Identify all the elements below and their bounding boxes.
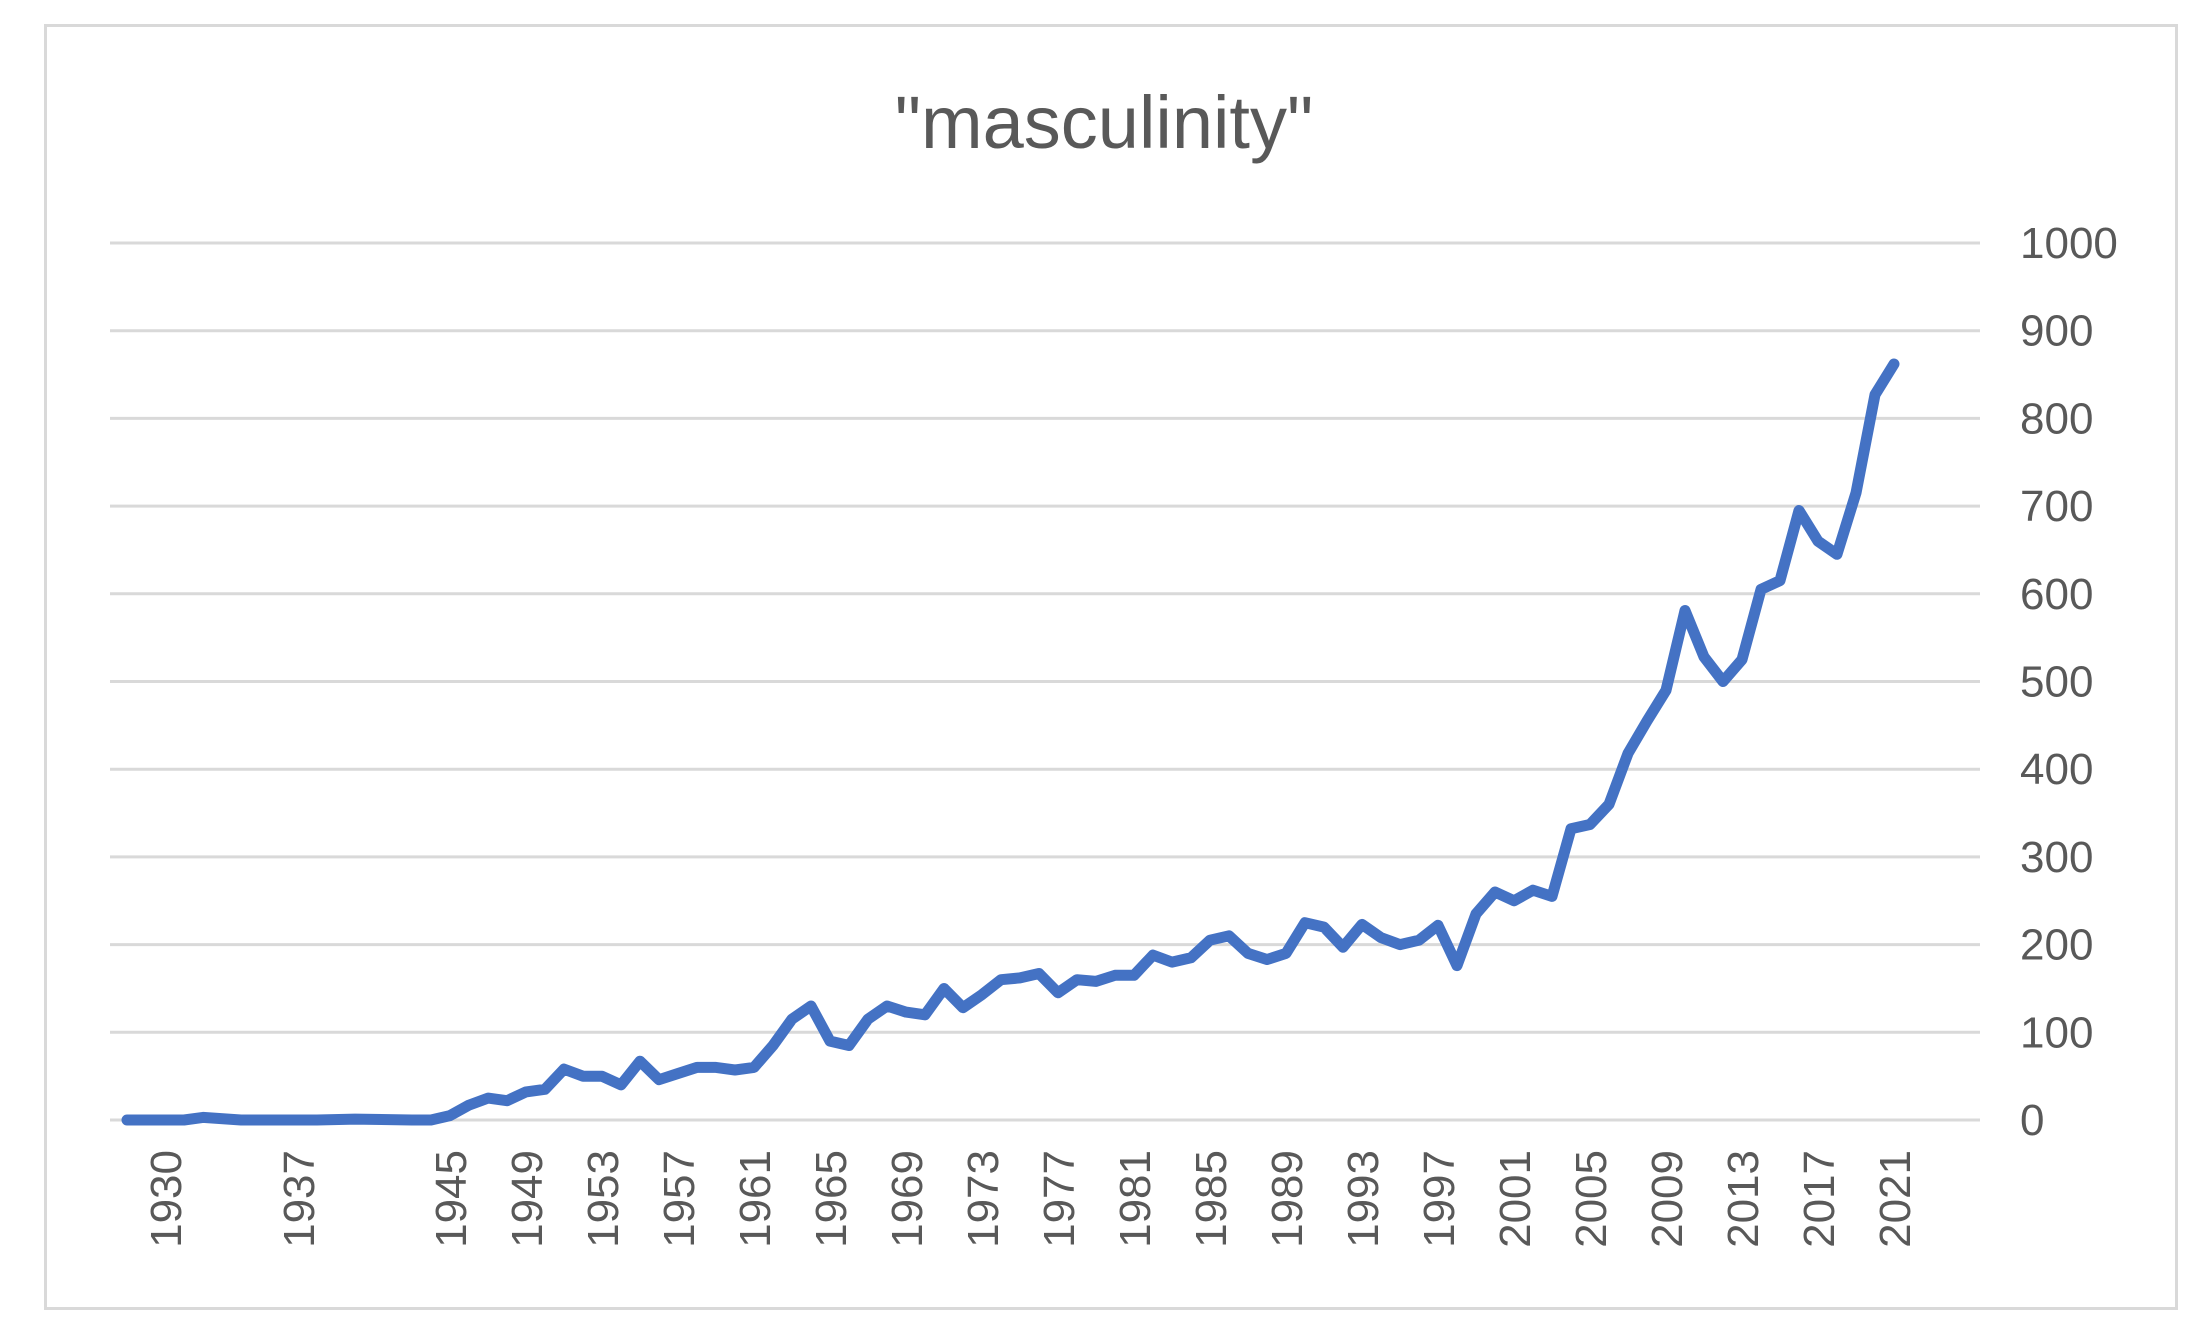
y-tick-label: 500: [2020, 658, 2093, 707]
y-tick-label: 400: [2020, 745, 2093, 794]
y-tick-label: 300: [2020, 833, 2093, 882]
x-tick-label: 1973: [959, 1150, 1008, 1248]
x-tick-label: 1969: [883, 1150, 932, 1248]
y-tick-label: 1000: [2020, 219, 2118, 268]
x-tick-label: 1937: [275, 1150, 324, 1248]
x-tick-label: 1981: [1111, 1150, 1160, 1248]
x-tick-label: 2021: [1871, 1150, 1920, 1248]
x-tick-label: 2005: [1567, 1150, 1616, 1248]
x-tick-label: 1953: [579, 1150, 628, 1248]
x-tick-label: 1965: [807, 1150, 856, 1248]
x-tick-label: 1989: [1263, 1150, 1312, 1248]
x-tick-label: 1985: [1187, 1150, 1236, 1248]
x-tick-label: 1945: [427, 1150, 476, 1248]
x-tick-label: 2017: [1795, 1150, 1844, 1248]
y-tick-label: 800: [2020, 394, 2093, 443]
x-tick-label: 2013: [1719, 1150, 1768, 1248]
gridlines: [110, 241, 1980, 1122]
x-tick-label: 1993: [1339, 1150, 1388, 1248]
x-axis-tick-labels: 1930 1937 1945 1949 1953 1957 1961 1965 1969 1973…: [142, 1150, 1920, 1248]
x-tick-label: 1957: [655, 1150, 704, 1248]
y-tick-label: 0: [2020, 1096, 2044, 1145]
series-line: [121, 358, 1900, 1126]
x-tick-label: 2001: [1491, 1150, 1540, 1248]
x-tick-label: 1961: [731, 1150, 780, 1248]
chart-title: "masculinity": [895, 81, 1314, 164]
series-layer: [121, 358, 1900, 1126]
y-tick-label: 700: [2020, 482, 2093, 531]
x-tick-label: 2009: [1643, 1150, 1692, 1248]
y-tick-label: 900: [2020, 307, 2093, 356]
x-tick-label: 1997: [1415, 1150, 1464, 1248]
x-tick-label: 1949: [503, 1150, 552, 1248]
y-tick-label: 600: [2020, 570, 2093, 619]
y-tick-label: 200: [2020, 921, 2093, 970]
y-tick-label: 100: [2020, 1008, 2093, 1057]
x-tick-label: 1977: [1035, 1150, 1084, 1248]
chart-frame: [44, 24, 2178, 1310]
x-tick-label: 1930: [142, 1150, 191, 1248]
y-axis-tick-labels: 0 100 200 300 400 500 600 700 800 900 1000: [2020, 219, 2118, 1145]
